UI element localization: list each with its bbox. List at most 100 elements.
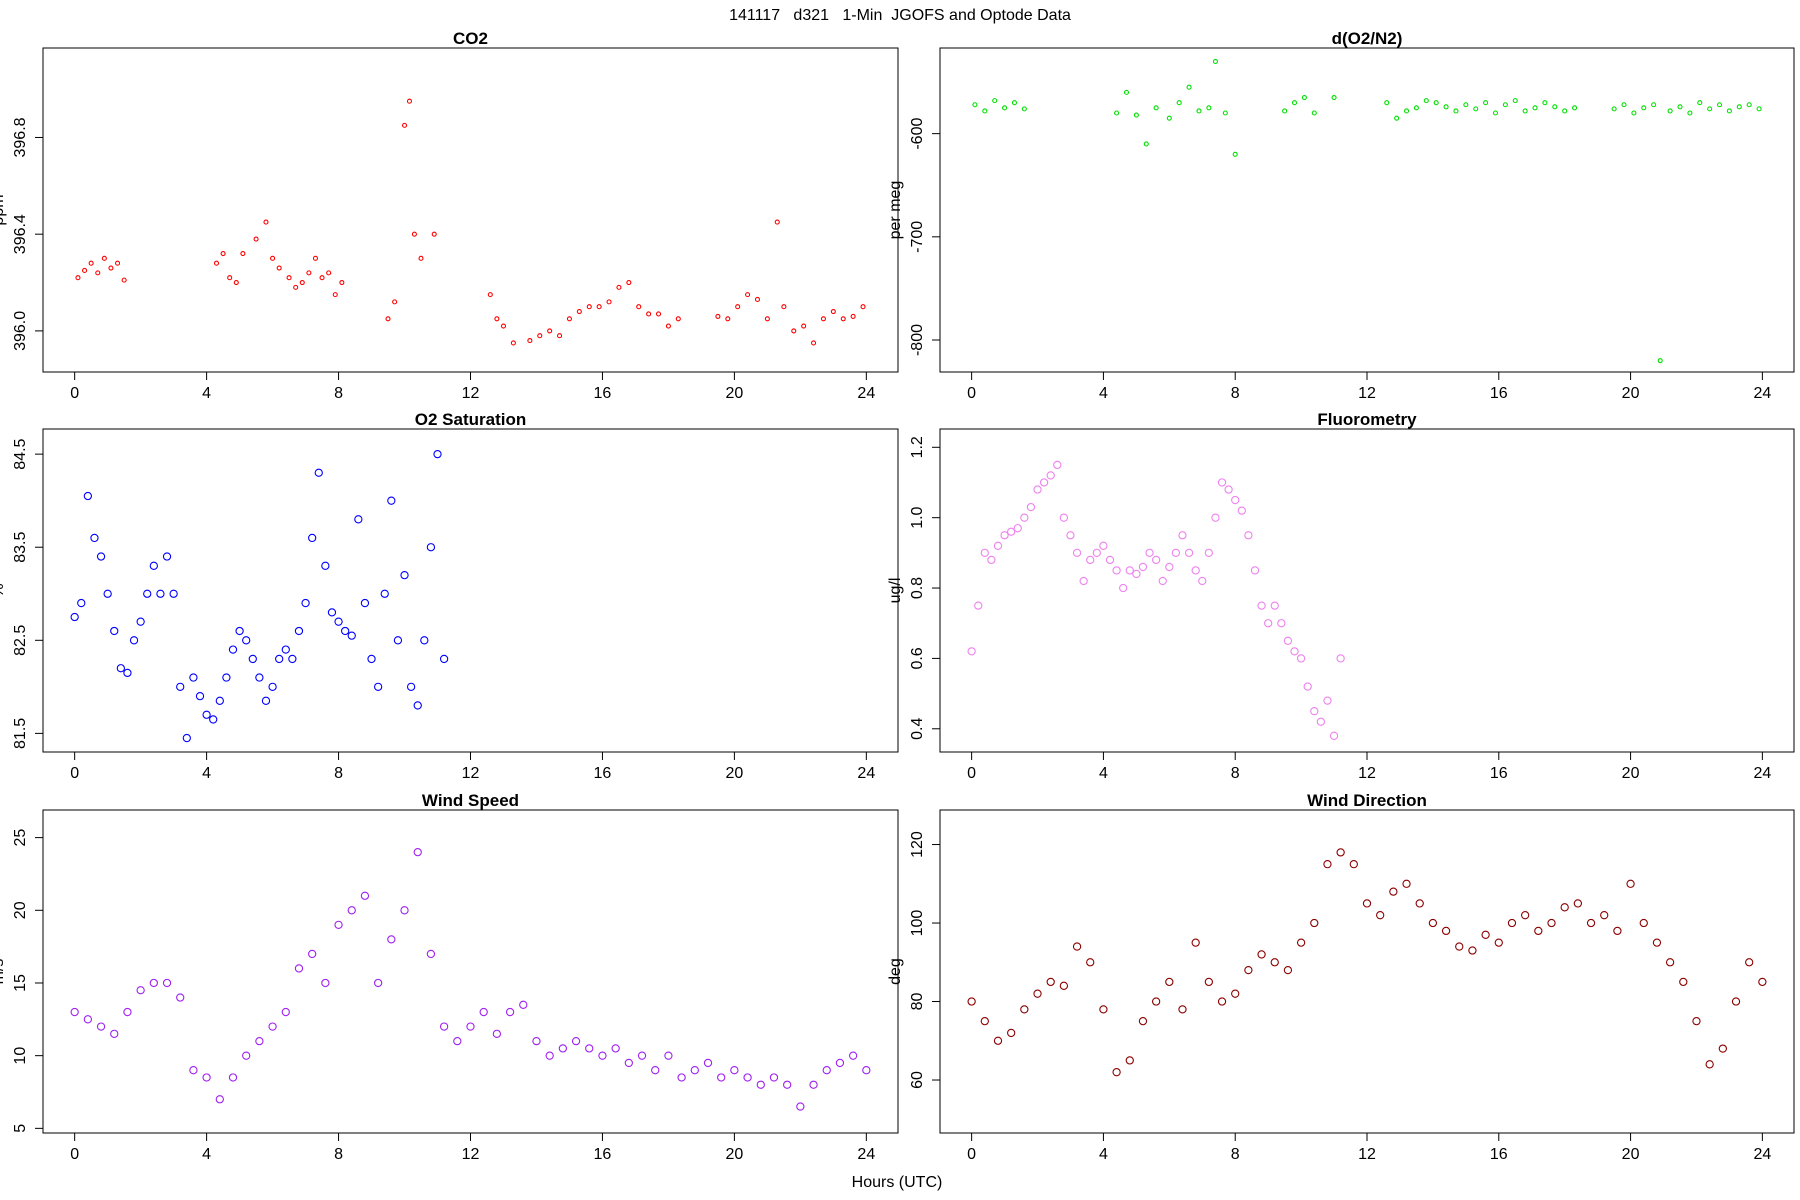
data-point [510,340,516,346]
data-point [1145,548,1154,558]
data-point [1296,938,1306,947]
data-point [129,636,139,645]
data-point [1046,471,1055,480]
data-point [286,275,292,281]
data-point [75,275,81,281]
data-point [822,1066,831,1075]
data-point [1441,926,1451,936]
data-point [1718,1044,1727,1053]
y-tick-label: -700 [909,221,926,253]
data-point [123,668,132,678]
data-point [334,920,343,929]
data-point [1143,141,1149,147]
data-point [301,598,310,608]
y-tick-label: 20 [12,901,29,919]
panel-title: Wind Speed [422,791,519,810]
data-point [745,292,751,298]
data-point [1455,942,1464,951]
data-point [189,673,198,682]
data-point [1443,104,1449,110]
data-point [235,626,244,636]
y-tick-label: 120 [909,831,926,858]
data-point [1072,942,1082,951]
y-tick-label: 15 [12,974,29,992]
x-tick-label: 12 [1358,385,1376,402]
y-tick-label: 0.4 [909,718,926,740]
data-point [527,338,533,344]
data-point [96,552,106,561]
data-point [400,906,409,915]
data-point [182,733,191,743]
data-point [636,304,642,310]
data-point [466,1022,475,1031]
data-point [1586,918,1596,928]
data-point [1303,682,1312,691]
data-point [769,1073,779,1082]
x-tick-label: 4 [1099,385,1108,402]
data-point [387,935,396,944]
data-point [116,664,125,673]
data-point [306,270,312,276]
data-point [835,1058,845,1068]
data-point [169,589,178,598]
data-point [1138,562,1148,572]
data-point [1311,110,1317,116]
data-point [162,978,172,988]
data-point [1626,879,1635,888]
y-axis-label: ppm [0,194,7,225]
y-tick-label: -800 [909,324,926,356]
data-point [90,533,99,543]
data-point [1705,1060,1714,1069]
data-point [110,1029,119,1039]
data-point [354,515,363,524]
data-point [1204,548,1214,558]
data-point [972,102,978,108]
y-tick-label: 80 [909,993,926,1011]
data-point [400,570,409,580]
data-point [393,636,403,645]
data-point [347,631,356,640]
x-tick-label: 4 [1099,1146,1108,1163]
data-point [1310,918,1319,928]
data-point [261,696,271,705]
data-point [1204,977,1214,987]
x-tick-label: 0 [967,1146,976,1163]
data-point [715,313,721,319]
panel-title: Fluorometry [1317,410,1417,429]
data-point [1283,636,1293,645]
data-point [606,299,612,305]
data-point [334,617,343,626]
data-point [1560,903,1569,912]
data-point [326,270,332,276]
data-point [121,277,127,283]
data-point [1086,958,1095,967]
data-point [1133,112,1139,118]
data-point [360,891,370,900]
data-point [1507,918,1517,928]
data-point [103,589,112,598]
data-point [1667,108,1673,114]
data-point [1237,506,1246,515]
data-point [143,589,152,598]
data-point [1423,98,1429,104]
x-tick-label: 20 [1622,385,1640,402]
data-point [1264,619,1273,628]
data-point [1502,102,1508,108]
data-point [993,541,1003,550]
data-point [312,255,319,261]
data-point [136,986,145,995]
data-point [1112,1068,1121,1077]
data-point [500,323,507,329]
data-point [1086,555,1095,565]
data-point [1191,566,1200,575]
data-point [276,265,282,271]
data-point [1494,938,1503,947]
x-tick-label: 12 [462,385,480,402]
data-point [1336,848,1345,857]
data-point [406,682,416,691]
data-point [735,304,741,310]
x-tick-label: 20 [1622,765,1640,782]
data-point [1046,977,1055,987]
data-point [1290,647,1299,656]
data-point [1687,110,1693,116]
